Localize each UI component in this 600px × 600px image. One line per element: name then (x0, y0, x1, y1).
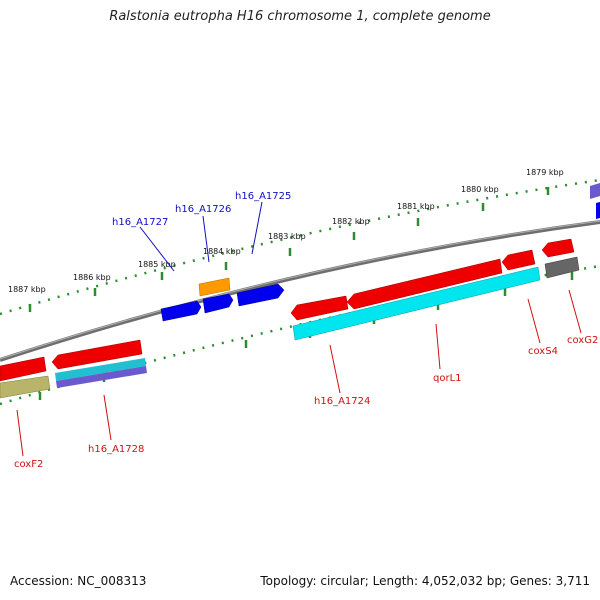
scale-label-1882: 1882 kbp (332, 217, 370, 226)
label-coxf2[interactable]: coxF2 (14, 459, 43, 470)
scale-label-1880: 1880 kbp (461, 185, 499, 194)
genome-summary: Topology: circular; Length: 4,052,032 bp… (260, 574, 590, 588)
gene-h16-a1728-cyan[interactable] (55, 358, 146, 381)
gene-h16-a1726[interactable] (202, 293, 234, 314)
gene-h16-a1728-purple[interactable] (56, 366, 147, 388)
gene-h16-a1725[interactable] (236, 283, 285, 307)
label-h16-a1727[interactable]: h16_A1727 (112, 217, 168, 228)
bottom-gene-labels: coxF2 h16_A1728 h16_A1724 qorL1 coxS4 co… (14, 335, 598, 470)
scale-label-1883: 1883 kbp (268, 232, 306, 241)
scale-labels: 1887 kbp 1886 kbp 1885 kbp 1884 kbp 1883… (8, 168, 564, 294)
gene-h16-a1724-cyan[interactable] (292, 266, 541, 341)
scale-label-1885: 1885 kbp (138, 260, 176, 269)
gene-orange[interactable] (198, 277, 231, 297)
map-title: Ralstonia eutropha H16 chromosome 1, com… (109, 9, 491, 24)
scale-label-1886: 1886 kbp (73, 273, 111, 282)
top-gene-labels: h16_A1727 h16_A1726 h16_A1725 (112, 191, 291, 228)
label-coxg2[interactable]: coxG2 (567, 335, 598, 346)
gene-qorl1-red[interactable] (346, 258, 503, 310)
top-leader-lines (139, 201, 263, 272)
forward-genes (160, 183, 600, 322)
gene-coxg2-red[interactable] (541, 238, 575, 258)
gene-h16-a1724-red[interactable] (290, 295, 349, 321)
gene-h16-a1727[interactable] (160, 300, 202, 322)
scale-label-1881: 1881 kbp (397, 202, 435, 211)
outer-major-ticks (28, 187, 550, 312)
label-h16-a1725[interactable]: h16_A1725 (235, 191, 291, 202)
bottom-leader-lines (16, 289, 582, 457)
label-h16-a1728[interactable]: h16_A1728 (88, 444, 144, 455)
gene-edge-blue[interactable] (596, 202, 600, 219)
label-h16-a1726[interactable]: h16_A1726 (175, 204, 231, 215)
scale-label-1884: 1884 kbp (203, 247, 241, 256)
reverse-genes (0, 238, 580, 399)
scale-label-1887: 1887 kbp (8, 285, 46, 294)
label-qorl1[interactable]: qorL1 (433, 373, 462, 384)
gene-coxg2-gray[interactable] (544, 256, 580, 279)
label-coxs4[interactable]: coxS4 (528, 346, 558, 357)
gene-coxs4-red[interactable] (501, 249, 536, 271)
gene-edge-purple[interactable] (590, 183, 600, 199)
scale-label-1879: 1879 kbp (526, 168, 564, 177)
outer-scale-ruler (0, 178, 600, 316)
chromosome-backbone (0, 220, 600, 362)
label-h16-a1724[interactable]: h16_A1724 (314, 396, 370, 407)
accession-label: Accession: NC_008313 (10, 574, 147, 588)
chromosome-backbone-highlight (0, 220, 600, 360)
gene-coxf2-olive[interactable] (0, 375, 51, 399)
gene-coxf2-red[interactable] (0, 356, 47, 382)
gene-h16-a1728-red[interactable] (51, 339, 143, 370)
